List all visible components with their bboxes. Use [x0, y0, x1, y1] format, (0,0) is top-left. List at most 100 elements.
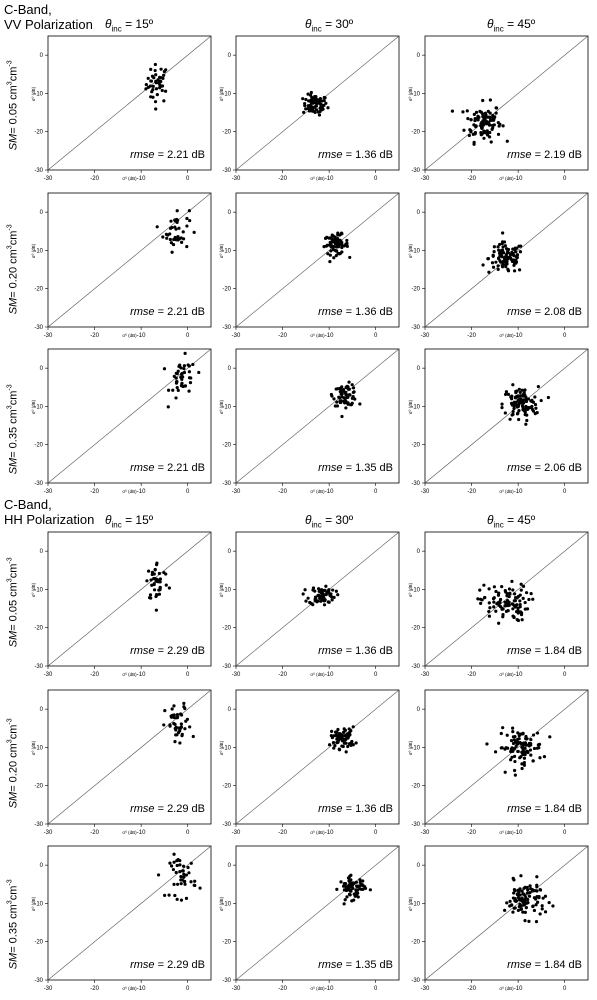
data-point — [334, 245, 339, 249]
data-point — [340, 733, 344, 737]
plot-frame — [424, 192, 589, 328]
y-tick-label: -10 — [34, 404, 43, 410]
data-point — [183, 384, 187, 388]
data-point — [158, 84, 162, 89]
y-axis-label: σ⁰ (dB) — [408, 243, 413, 258]
data-point — [162, 73, 166, 77]
data-point — [351, 743, 355, 747]
x-tick-label: -10 — [514, 333, 523, 339]
data-point — [513, 906, 517, 910]
data-point — [531, 400, 536, 404]
data-point — [523, 388, 527, 392]
data-point — [481, 263, 485, 267]
x-tick-label: 0 — [186, 830, 190, 836]
data-point — [546, 395, 551, 400]
data-point — [525, 407, 530, 411]
x-tick-label: -10 — [325, 489, 334, 495]
data-point — [532, 908, 537, 913]
y-tick-label: -30 — [411, 822, 420, 828]
rmse-label: rmse = 2.21 dB — [130, 462, 205, 474]
x-tick-label: -20 — [278, 489, 287, 495]
data-point — [487, 609, 491, 614]
data-point — [512, 615, 516, 620]
y-tick-label: -10 — [222, 404, 231, 410]
data-point — [304, 97, 308, 102]
x-tick-label: 0 — [374, 489, 378, 495]
data-point — [503, 411, 507, 415]
data-point — [328, 594, 332, 598]
data-point — [318, 590, 322, 594]
x-tick-label: 0 — [374, 830, 378, 836]
scatter-panel: -30 -20 -10 0 0 -10 -20 -30 σ⁰ (dB) σ⁰ (dB) rmse =… — [408, 845, 589, 992]
data-point — [337, 395, 341, 399]
data-point — [311, 109, 316, 113]
data-point — [175, 863, 179, 868]
x-tick-label: -30 — [232, 986, 241, 992]
x-tick-label: -30 — [44, 489, 53, 495]
x-tick-label: -20 — [90, 333, 99, 339]
data-point — [497, 256, 501, 260]
data-point — [522, 760, 526, 765]
data-point — [368, 888, 372, 892]
data-point — [518, 893, 522, 897]
data-point — [472, 112, 476, 116]
data-point — [346, 744, 350, 749]
y-tick-label: -30 — [222, 481, 231, 487]
data-point — [511, 896, 516, 900]
data-point — [164, 583, 168, 587]
data-point — [519, 394, 523, 398]
data-point — [527, 744, 531, 748]
column-title-45: θinc = 45º — [487, 513, 536, 530]
data-point — [173, 726, 177, 731]
y-tick-label: -10 — [34, 248, 43, 254]
x-axis-label: σ⁰ (dB) — [310, 333, 325, 338]
data-point — [178, 863, 182, 867]
data-point — [487, 135, 492, 139]
data-point — [163, 89, 168, 93]
data-point — [306, 596, 310, 600]
x-tick-label: -30 — [421, 672, 430, 678]
data-point — [515, 617, 519, 622]
rmse-label: rmse = 1.36 dB — [318, 149, 393, 161]
y-tick-label: 0 — [228, 707, 232, 713]
data-point — [144, 87, 148, 91]
data-point — [512, 592, 517, 596]
y-tick-label: -10 — [411, 248, 420, 254]
data-point — [496, 264, 500, 268]
data-point — [157, 75, 162, 79]
x-tick-label: -10 — [325, 333, 334, 339]
data-point — [517, 268, 522, 272]
y-tick-label: -10 — [411, 404, 420, 410]
data-point — [354, 741, 358, 745]
x-tick-label: -30 — [232, 830, 241, 836]
scatter-panel: -30 -20 -10 0 0 -10 -20 -30 σ⁰ (dB) σ⁰ (dB) rmse =… — [31, 531, 212, 678]
data-point — [494, 106, 498, 110]
data-point — [466, 116, 470, 121]
data-point — [505, 591, 509, 596]
data-point — [505, 901, 509, 905]
data-point — [518, 250, 523, 254]
data-point — [513, 773, 517, 777]
y-axis-label: σ⁰ (dB) — [408, 399, 413, 414]
data-point — [524, 906, 528, 910]
data-point — [501, 245, 505, 249]
data-point — [187, 370, 191, 374]
data-point — [450, 109, 455, 113]
y-axis-label: σ⁰ (dB) — [219, 399, 224, 414]
data-point — [501, 726, 505, 730]
data-point — [513, 596, 518, 600]
y-tick-label: -30 — [222, 168, 231, 174]
data-point — [496, 132, 501, 136]
data-point — [524, 422, 528, 426]
data-point — [187, 209, 191, 213]
data-point — [155, 561, 159, 565]
data-point — [344, 888, 348, 893]
x-tick-label: -10 — [514, 830, 523, 836]
data-point — [505, 733, 509, 737]
data-point — [169, 219, 173, 223]
data-point — [161, 235, 165, 239]
data-point — [337, 747, 341, 751]
data-point — [172, 704, 176, 708]
data-point — [491, 123, 495, 128]
data-point — [487, 115, 491, 119]
